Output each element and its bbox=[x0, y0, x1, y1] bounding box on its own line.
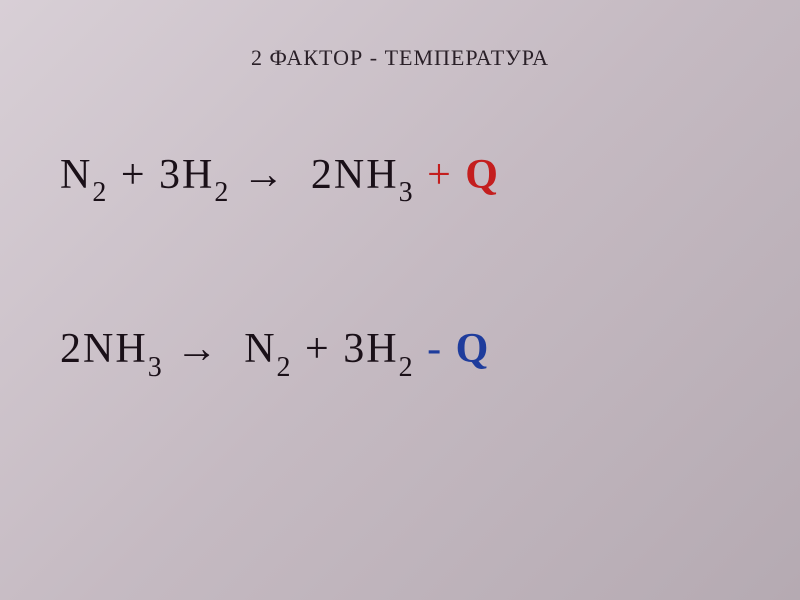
eq1-nh3-n: N bbox=[334, 152, 366, 198]
eq1-h2-sub: 2 bbox=[214, 177, 230, 208]
eq2-q: Q bbox=[456, 326, 491, 372]
eq1-h2-coef: 3 bbox=[159, 152, 182, 198]
eq2-nh3-n: N bbox=[83, 326, 115, 372]
eq2-arrow: → bbox=[176, 325, 220, 373]
eq1-nh3-coef: 2 bbox=[311, 152, 334, 198]
eq1-n2-sub: 2 bbox=[92, 177, 108, 208]
eq2-n2-sub: 2 bbox=[277, 352, 293, 383]
eq1-plus1: + bbox=[108, 152, 159, 198]
eq1-h2: H bbox=[182, 152, 214, 198]
eq2-q-sign: - bbox=[415, 326, 456, 372]
slide-container: 2 ФАКТОР - ТЕМПЕРАТУРА N2 + 3H2→ 2NH3 + … bbox=[0, 0, 800, 600]
eq2-nh3-coef: 2 bbox=[60, 326, 83, 372]
eq2-nh3-h: H bbox=[115, 326, 147, 372]
slide-title: 2 ФАКТОР - ТЕМПЕРАТУРА bbox=[60, 45, 740, 71]
eq1-nh3-h: H bbox=[366, 152, 398, 198]
equation-forward: N2 + 3H2→ 2NH3 + Q bbox=[60, 151, 740, 205]
eq2-plus1: + bbox=[293, 326, 344, 372]
eq1-nh3-sub: 3 bbox=[399, 177, 415, 208]
eq1-arrow: → bbox=[242, 151, 286, 199]
eq2-h2-sub: 2 bbox=[399, 352, 415, 383]
eq1-q-sign: + bbox=[415, 152, 466, 198]
eq2-h2: H bbox=[366, 326, 398, 372]
equation-reverse: 2NH3→ N2 + 3H2 - Q bbox=[60, 325, 740, 379]
eq2-h2-coef: 3 bbox=[343, 326, 366, 372]
eq2-n2: N bbox=[244, 326, 276, 372]
eq1-q: Q bbox=[465, 152, 500, 198]
eq2-nh3-sub: 3 bbox=[148, 352, 164, 383]
eq1-n2: N bbox=[60, 152, 92, 198]
